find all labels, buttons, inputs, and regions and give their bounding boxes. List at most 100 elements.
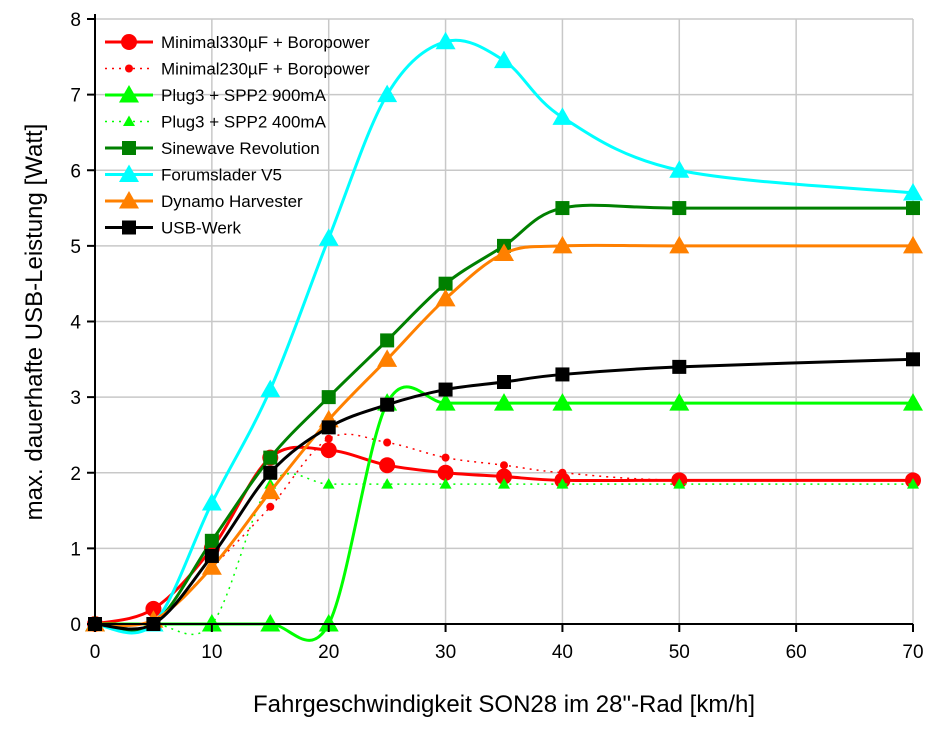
- data-point: [379, 457, 396, 474]
- x-tick-label: 30: [435, 642, 456, 663]
- legend-label: Plug3 + SPP2 400mA: [161, 113, 327, 132]
- data-point: [555, 201, 570, 216]
- data-point: [318, 228, 339, 246]
- data-point: [145, 600, 162, 617]
- y-tick-label: 7: [70, 86, 81, 107]
- data-point: [321, 390, 336, 405]
- x-axis-label: Fahrgeschwindigkeit SON28 im 28"-Rad [km…: [253, 691, 755, 718]
- y-axis-label: max. dauerhafte USB-Leistung [Watt]: [21, 124, 48, 521]
- data-point: [380, 397, 395, 412]
- data-point: [439, 478, 452, 489]
- data-point: [201, 493, 222, 511]
- data-point: [672, 201, 687, 216]
- data-point: [494, 243, 514, 261]
- series-group: [85, 31, 923, 642]
- data-point: [324, 434, 333, 443]
- legend-entry: Minimal330µF + Boropower: [105, 33, 370, 52]
- series-4: [88, 201, 920, 632]
- series-1: [91, 433, 917, 628]
- data-point: [552, 107, 573, 125]
- y-tick-label: 6: [70, 161, 81, 182]
- legend-entry: Dynamo Harvester: [105, 191, 303, 211]
- data-point: [266, 502, 275, 511]
- data-point: [260, 481, 281, 500]
- data-point: [435, 393, 456, 411]
- data-point: [497, 375, 511, 389]
- legend-label: Dynamo Harvester: [161, 192, 303, 211]
- data-point: [320, 442, 337, 459]
- data-point: [669, 160, 690, 178]
- legend-marker: [125, 64, 133, 73]
- series-line: [94, 385, 914, 642]
- x-tick-label: 20: [318, 642, 339, 663]
- data-point: [260, 614, 281, 632]
- data-point: [552, 235, 573, 254]
- legend-entry: USB-Werk: [105, 219, 241, 238]
- y-tick-label: 0: [70, 615, 81, 636]
- data-point: [672, 359, 687, 374]
- data-point: [500, 461, 508, 470]
- legend-label: Minimal230µF + Boropower: [161, 60, 370, 79]
- legend-marker: [119, 191, 139, 209]
- legend: Minimal330µF + Boropower Minimal230µF + B…: [105, 33, 370, 238]
- data-point: [903, 235, 923, 254]
- data-point: [669, 393, 690, 411]
- data-point: [204, 548, 219, 563]
- legend-label: Forumslader V5: [161, 166, 282, 185]
- x-tick-label: 40: [552, 642, 573, 663]
- series-6: [85, 235, 923, 632]
- data-point: [907, 478, 919, 489]
- data-point: [438, 276, 453, 291]
- data-point: [673, 478, 686, 489]
- legend-entry: Plug3 + SPP2 900mA: [105, 85, 327, 105]
- x-tick-label: 60: [786, 642, 807, 663]
- data-point: [263, 450, 278, 465]
- data-point: [556, 478, 569, 489]
- series-2: [85, 385, 923, 642]
- legend-entry: Minimal230µF + Boropower: [105, 60, 370, 79]
- data-point: [381, 478, 394, 489]
- data-point: [494, 50, 514, 69]
- legend-marker: [119, 85, 139, 103]
- legend-label: Sinewave Revolution: [161, 139, 320, 158]
- series-line: [94, 203, 913, 632]
- data-point: [555, 367, 570, 382]
- data-point: [263, 465, 278, 480]
- y-tick-label: 2: [70, 464, 81, 485]
- y-tick-label: 8: [70, 10, 81, 31]
- data-point: [437, 464, 454, 481]
- x-tick-label: 70: [902, 642, 923, 663]
- legend-entry: Sinewave Revolution: [105, 139, 320, 158]
- legend-entry: Plug3 + SPP2 400mA: [105, 113, 327, 132]
- data-point: [906, 201, 920, 216]
- legend-marker: [119, 164, 139, 182]
- data-point: [204, 533, 219, 548]
- x-tick-label: 0: [90, 642, 101, 663]
- data-point: [498, 478, 510, 489]
- data-point: [906, 352, 920, 367]
- data-point: [903, 182, 923, 201]
- series-7: [88, 352, 920, 631]
- data-point: [558, 468, 567, 477]
- y-tick-label: 1: [70, 539, 81, 560]
- data-point: [383, 438, 392, 447]
- legend-label: USB-Werk: [161, 219, 241, 238]
- data-point: [903, 393, 923, 411]
- legend-label: Minimal330µF + Boropower: [161, 33, 370, 52]
- data-point: [380, 333, 395, 348]
- legend-marker: [121, 34, 137, 50]
- data-point: [201, 557, 222, 575]
- legend-marker: [122, 220, 136, 235]
- y-tick-label: 4: [70, 313, 81, 334]
- y-tick-label: 5: [70, 237, 81, 258]
- legend-label: Plug3 + SPP2 900mA: [161, 86, 327, 105]
- data-point: [435, 31, 456, 50]
- legend-marker: [122, 141, 136, 155]
- data-point: [438, 382, 453, 397]
- x-tick-label: 10: [201, 642, 222, 663]
- y-tick-label: 3: [70, 388, 81, 409]
- data-point: [260, 379, 281, 398]
- data-point: [435, 288, 456, 307]
- data-point: [552, 393, 573, 411]
